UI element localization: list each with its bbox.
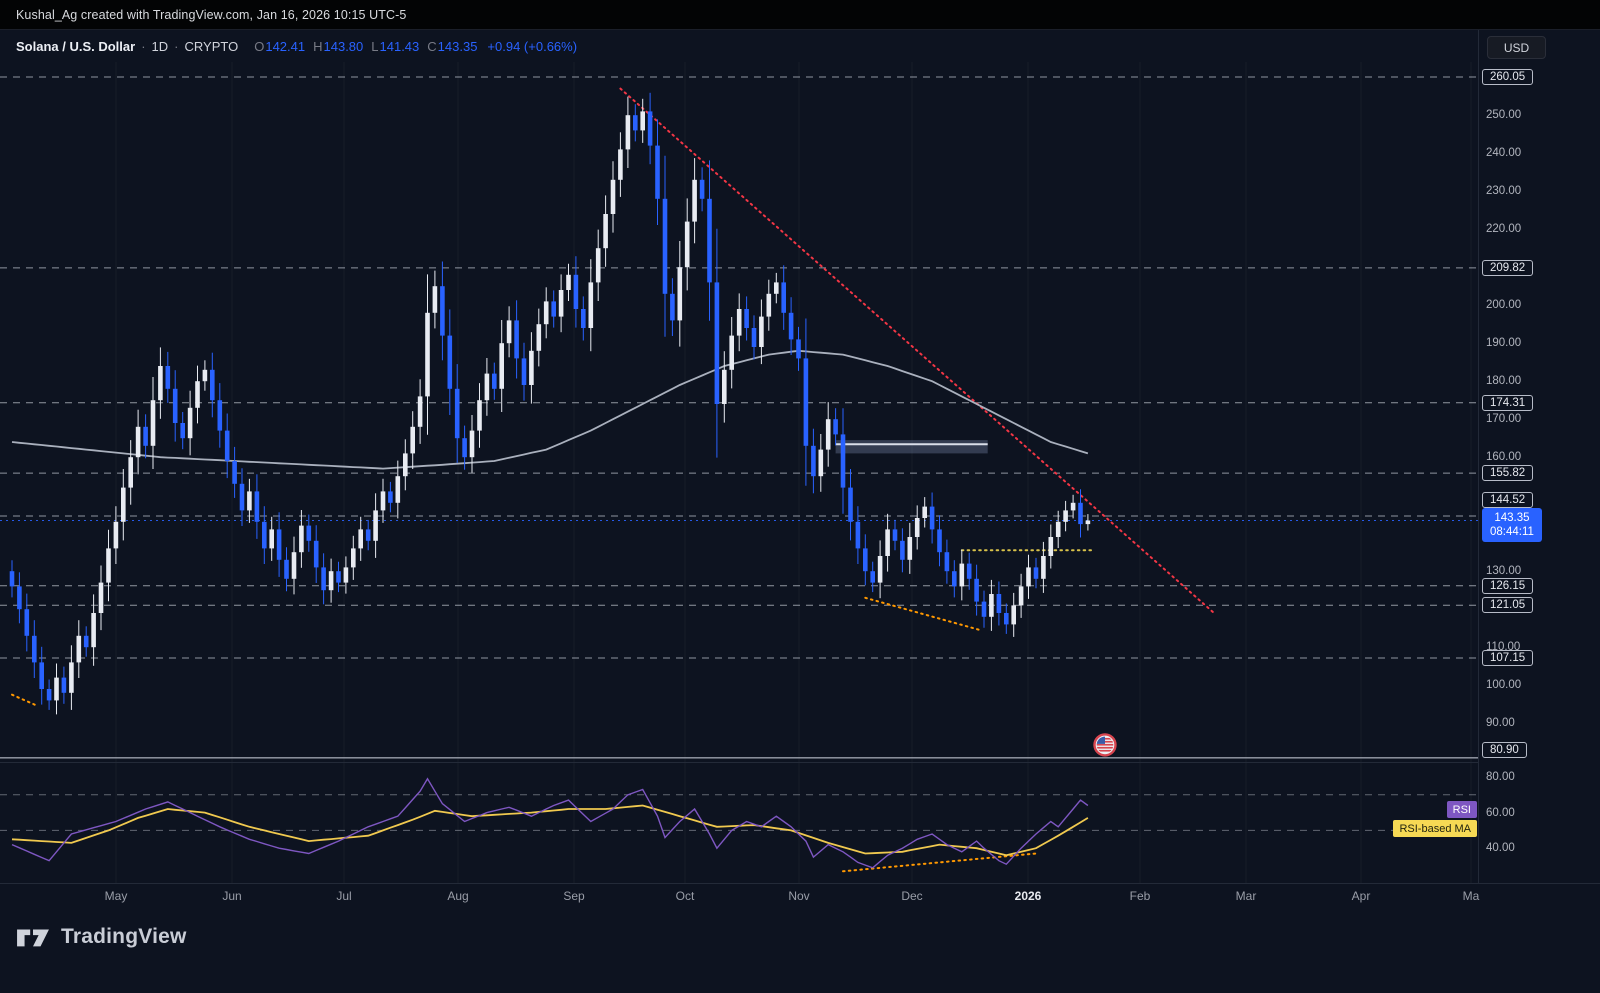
low-label: L [371,39,379,54]
time-axis-label: May [104,888,128,903]
time-axis-label: Apr [1351,888,1371,903]
time-axis-label: Dec [901,888,923,903]
price-tick-label: 200.00 [1486,299,1522,312]
rsi-tick-label: 60.00 [1486,806,1515,819]
ohlc-values: O 142.41 H 143.80 L 141.43 C 143.35 +0.94 (+… [254,39,577,54]
open-value: 142.41 [265,39,306,54]
high-value: 143.80 [323,39,364,54]
price-tick-label: 180.00 [1486,375,1522,388]
price-level-label: 107.15 [1482,650,1534,667]
close-label: C [427,39,437,54]
descending-resistance-trendline[interactable] [619,87,1215,614]
candlestick-series[interactable] [9,92,1091,715]
current-price-label: 143.35 08:44:11 [1482,508,1542,543]
rsi-indicator-badge: RSI [1446,801,1477,818]
price-tick-label: 130.00 [1486,565,1522,578]
price-tick-label: 220.00 [1486,223,1522,236]
price-tick-label: 90.00 [1486,717,1515,730]
interval-label[interactable]: 1D [151,39,169,54]
us-flag-event-marker[interactable] [1093,733,1117,757]
price-tick-label: 240.00 [1486,147,1522,160]
price-level-label: 126.15 [1482,577,1534,594]
tradingview-logo-text: TradingView [61,925,187,948]
time-axis-label: 2026 [1014,888,1042,903]
time-axis-label: Jun [222,888,242,903]
currency-toggle-button[interactable]: USD [1487,36,1546,59]
low-value: 141.43 [379,39,420,54]
supply-zone-box[interactable] [835,440,988,454]
symbol-legend: Solana / U.S. Dollar · 1D · CRYPTO O 142.… [16,39,577,54]
attribution-bar: Kushal_Ag created with TradingView.com, … [0,0,1600,30]
price-level-label: 144.52 [1482,492,1534,508]
symbol-title[interactable]: Solana / U.S. Dollar [16,39,136,54]
rsi-tick-label: 80.00 [1486,771,1515,783]
time-axis[interactable]: May Jun Jul Aug Sep Oct Nov Dec 2026 Feb Mar Apr Ma [0,883,1600,907]
time-axis-label: Ma [1462,888,1480,903]
price-tick-label: 250.00 [1486,109,1522,122]
price-tick-label: 190.00 [1486,337,1522,350]
time-axis-label: Nov [788,888,810,903]
price-tick-label: 100.00 [1486,679,1522,692]
price-level-label: 80.90 [1482,741,1527,758]
rsi-tick-label: 40.00 [1486,842,1515,855]
legend-separator: · [141,39,146,54]
price-level-label: 209.82 [1482,259,1534,276]
rsi-ma-line[interactable] [11,804,1089,857]
price-axis[interactable]: 250.00 240.00 230.00 220.00 200.00 190.00 180.… [1478,30,1600,883]
time-axis-label: Sep [563,888,585,903]
price-tick-label: 160.00 [1486,451,1522,464]
dec-lows-trendline[interactable] [864,596,982,632]
price-tick-label: 170.00 [1486,413,1522,426]
time-axis-label: Feb [1129,888,1151,903]
price-tick-label: 230.00 [1486,185,1522,198]
current-price-value: 143.35 [1494,512,1530,525]
high-label: H [313,39,323,54]
attribution-text: Kushal_Ag created with TradingView.com, … [16,7,407,22]
time-axis-label: Mar [1235,888,1257,903]
rsi-divergence-line[interactable] [842,852,1037,873]
legend-separator: · [174,39,179,54]
price-level-label: 260.05 [1482,69,1534,85]
pane-divider[interactable] [0,762,1600,763]
tradingview-logo-icon [17,929,49,947]
price-level-label: 174.31 [1482,394,1534,411]
ma-200-line[interactable] [11,349,1089,470]
change-value: +0.94 (+0.66%) [487,39,578,54]
exchange-label: CRYPTO [184,39,239,54]
price-level-label: 155.82 [1482,465,1534,482]
tradingview-logo[interactable]: TradingView [14,922,187,952]
price-level-label: 121.05 [1482,597,1534,614]
time-axis-label: Jul [336,888,352,903]
time-axis-label: Oct [675,888,695,903]
open-label: O [254,39,265,54]
april-lows-trendline[interactable] [11,693,39,708]
rsi-ma-indicator-badge: RSI-based MA [1393,820,1477,837]
time-axis-label: Aug [447,888,469,903]
rsi-line[interactable] [11,777,1089,869]
countdown-timer: 08:44:11 [1490,526,1534,539]
close-value: 143.35 [437,39,478,54]
